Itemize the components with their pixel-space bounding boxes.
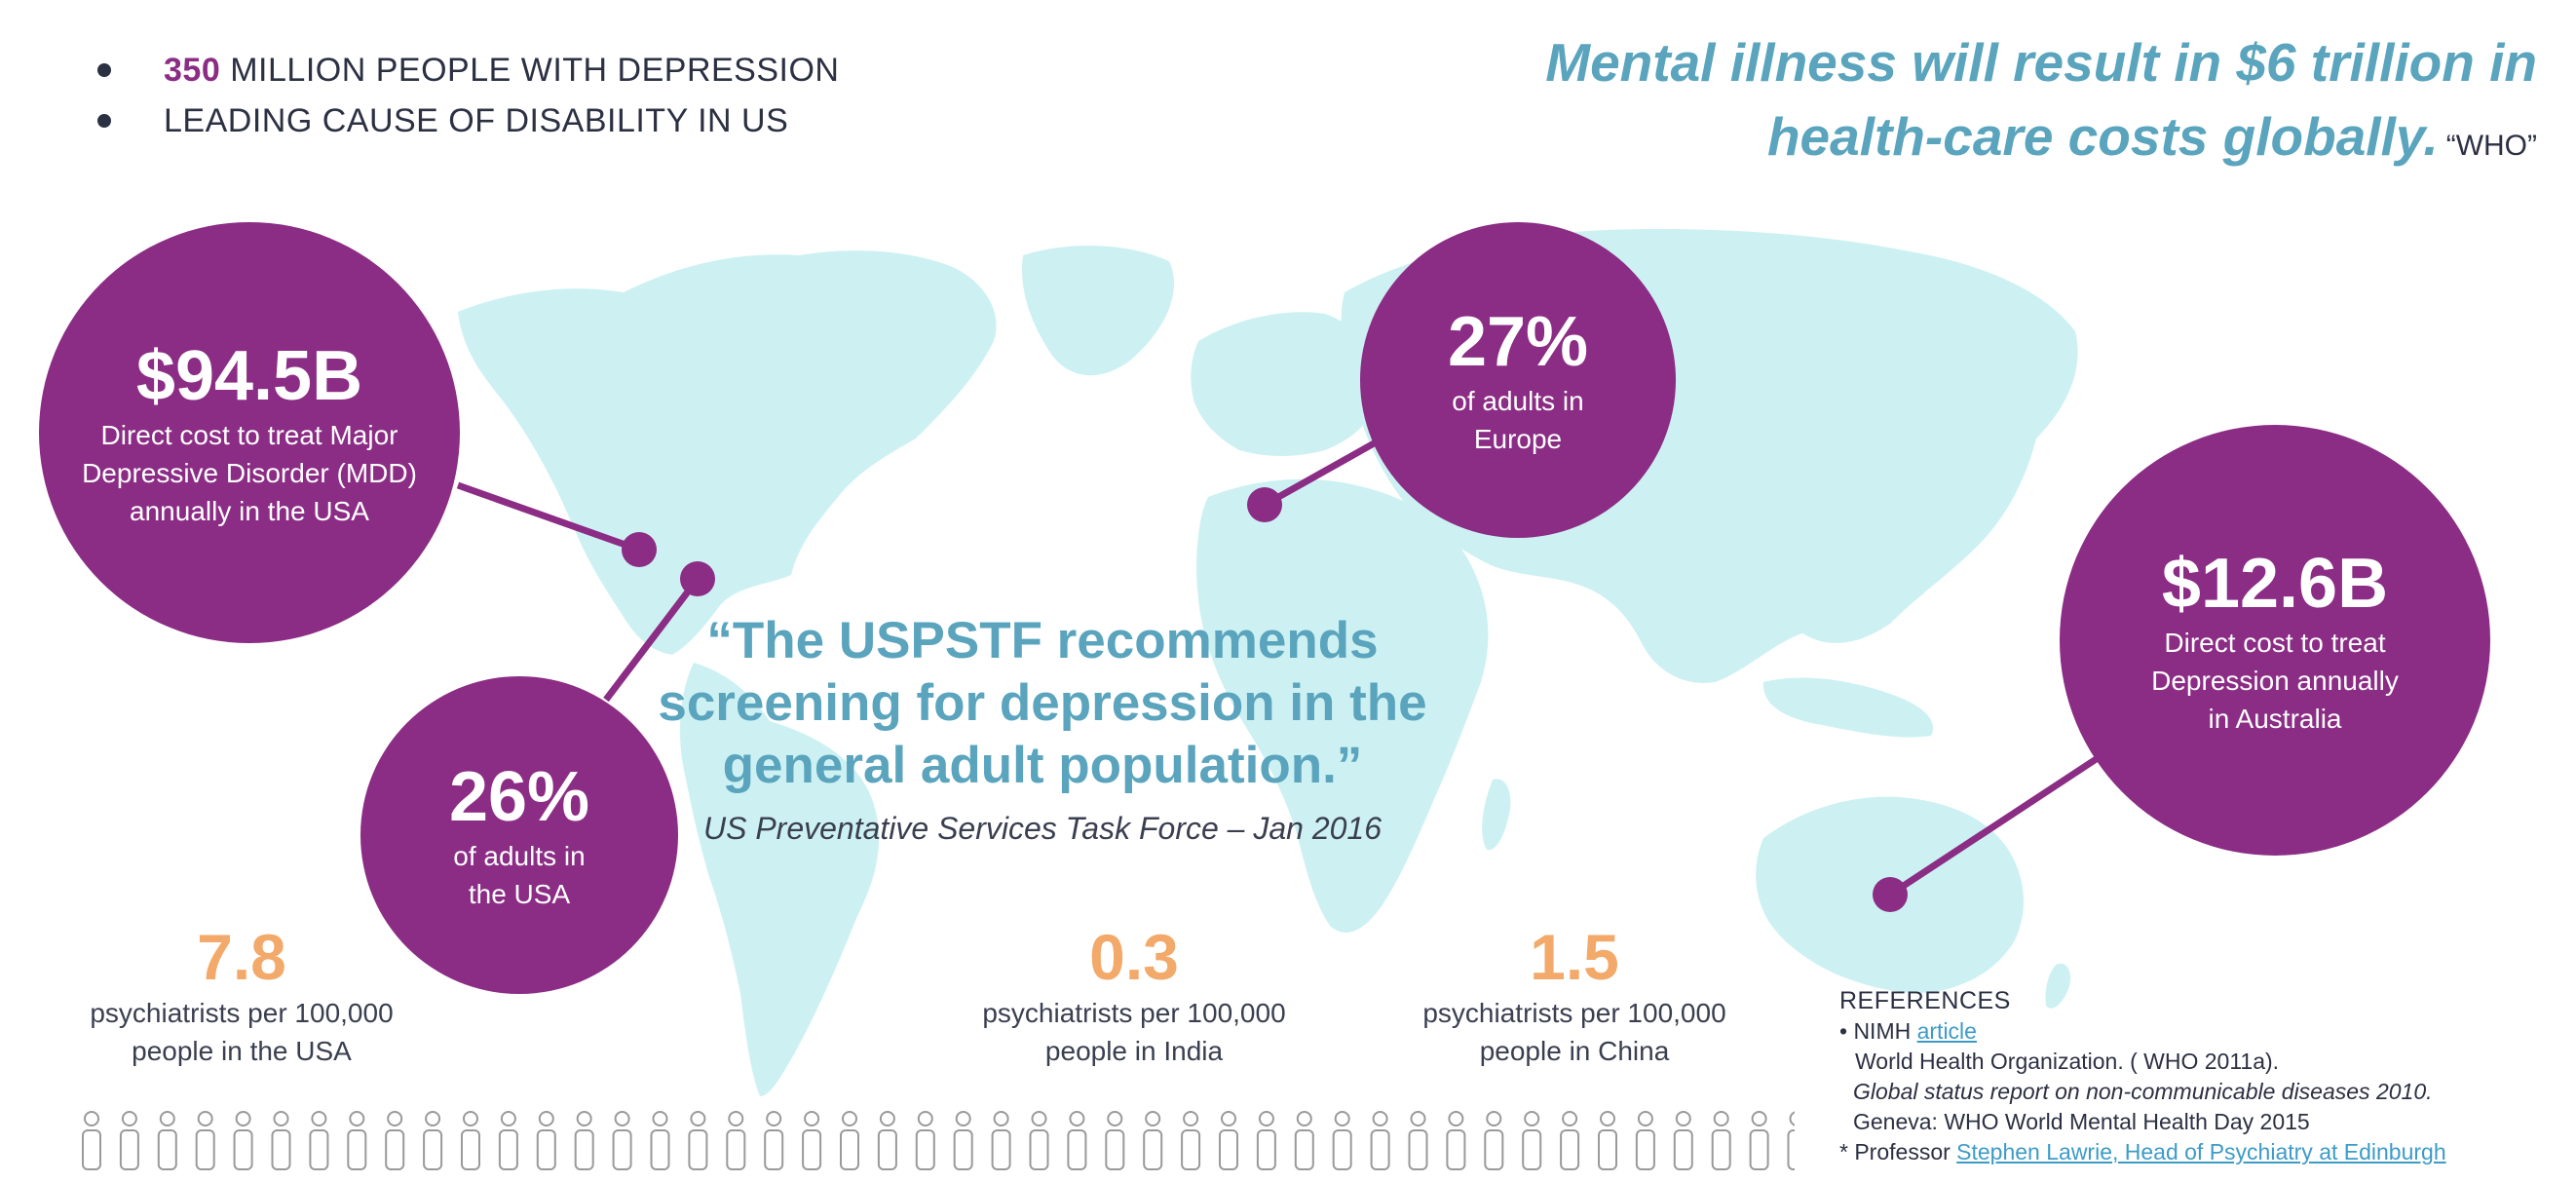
- person-icon: [271, 1111, 291, 1170]
- circle-value: 27%: [1447, 303, 1589, 381]
- circle-text: of adults in Europe: [1452, 386, 1584, 454]
- psychiatrist-stat-usa: 7.8 psychiatrists per 100,000 people in …: [47, 920, 436, 1070]
- connector-line: [456, 481, 641, 553]
- connector-line: [1888, 753, 2102, 897]
- bullet-icon: [97, 63, 111, 77]
- person-icon: [309, 1111, 329, 1170]
- reference-text: • NIMH: [1839, 1018, 1917, 1044]
- stat-value: 0.3: [1089, 921, 1179, 993]
- person-icon: [385, 1111, 405, 1170]
- person-icon: [1787, 1111, 1795, 1170]
- stat-circle-usa-cost: $94.5B Direct cost to treat Major Depres…: [39, 222, 460, 643]
- person-icon: [1560, 1111, 1580, 1170]
- person-icon: [1522, 1111, 1542, 1170]
- stat-value: 7.8: [197, 921, 286, 993]
- person-icon: [915, 1111, 935, 1170]
- person-icon: [1749, 1111, 1769, 1170]
- person-icon: [991, 1111, 1011, 1170]
- circle-text: Direct cost to treat Depression annually…: [2151, 627, 2399, 734]
- person-icon: [688, 1111, 708, 1170]
- bullet-list: 350 MILLION PEOPLE WITH DEPRESSION LEADI…: [97, 45, 839, 146]
- person-icon: [1029, 1111, 1049, 1170]
- person-icon: [1598, 1111, 1617, 1170]
- person-icon: [1446, 1111, 1466, 1170]
- person-icon: [1294, 1111, 1314, 1170]
- references: REFERENCES • NIMH article World Health O…: [1839, 986, 2446, 1167]
- person-icon: [1673, 1111, 1693, 1170]
- person-icon: [195, 1111, 215, 1170]
- person-icon: [423, 1111, 443, 1170]
- person-icon: [1181, 1111, 1201, 1170]
- person-icon: [802, 1111, 822, 1170]
- person-icon: [347, 1111, 367, 1170]
- stat-text: psychiatrists per 100,000 people in Chin…: [1422, 998, 1726, 1066]
- location-dot-australia: [1873, 877, 1908, 912]
- location-dot-us: [680, 561, 715, 596]
- person-icon: [1332, 1111, 1352, 1170]
- connector-line: [603, 576, 701, 703]
- person-icon: [233, 1111, 253, 1170]
- person-icon: [1635, 1111, 1655, 1170]
- who-quote-line: Mental illness will result in $6 trillio…: [1545, 32, 2537, 93]
- circle-text: of adults in the USA: [453, 841, 586, 909]
- person-icon: [1143, 1111, 1163, 1170]
- person-icon: [764, 1111, 784, 1170]
- person-icon: [1711, 1111, 1731, 1170]
- reference-text: * Professor: [1839, 1139, 1957, 1164]
- stat-text: psychiatrists per 100,000 people in Indi…: [982, 998, 1286, 1066]
- reference-text: Global status report on non-communicable…: [1853, 1079, 2433, 1104]
- people-icon-row: [82, 1111, 1795, 1170]
- stat-circle-europe-adults: 27% of adults in Europe: [1360, 222, 1676, 538]
- person-icon: [612, 1111, 632, 1170]
- person-icon: [1105, 1111, 1125, 1170]
- person-icon: [536, 1111, 556, 1170]
- psychiatrist-stat-china: 1.5 psychiatrists per 100,000 people in …: [1380, 920, 1769, 1070]
- reference-text: Geneva: WHO World Mental Health Day 2015: [1853, 1109, 2310, 1134]
- person-icon: [953, 1111, 973, 1170]
- stat-circle-australia-cost: $12.6B Direct cost to treat Depression a…: [2060, 425, 2490, 856]
- uspstf-quote: “The USPSTF recommends screening for dep…: [658, 612, 1427, 794]
- bullet-item: 350 MILLION PEOPLE WITH DEPRESSION: [97, 45, 839, 95]
- person-icon: [877, 1111, 897, 1170]
- person-icon: [840, 1111, 859, 1170]
- person-icon: [650, 1111, 670, 1170]
- circle-value: $12.6B: [2161, 544, 2389, 623]
- location-dot-europe: [1247, 487, 1282, 522]
- person-icon: [1067, 1111, 1087, 1170]
- person-icon: [726, 1111, 746, 1170]
- person-icon: [1256, 1111, 1276, 1170]
- references-title: REFERENCES: [1839, 987, 2011, 1014]
- person-icon: [1370, 1111, 1390, 1170]
- circle-value: $94.5B: [135, 336, 363, 415]
- person-icon: [498, 1111, 518, 1170]
- stat-value: 1.5: [1530, 921, 1619, 993]
- circle-value: 26%: [448, 758, 590, 836]
- stephen-lawrie-link[interactable]: Stephen Lawrie, Head of Psychiatry at Ed…: [1956, 1139, 2446, 1164]
- circle-text: Direct cost to treat Major Depressive Di…: [82, 419, 417, 526]
- person-icon: [574, 1111, 594, 1170]
- person-icon: [82, 1111, 101, 1170]
- bullet-item: LEADING CAUSE OF DISABILITY IN US: [97, 95, 839, 146]
- who-quote: Mental illness will result in $6 trillio…: [1545, 25, 2537, 183]
- nimh-article-link[interactable]: article: [1916, 1018, 1977, 1044]
- person-icon: [461, 1111, 480, 1170]
- bullet-text: MILLION PEOPLE WITH DEPRESSION: [230, 51, 840, 89]
- who-quote-line: health-care costs globally.: [1766, 106, 2439, 167]
- uspstf-quote-source: US Preventative Services Task Force – Ja…: [702, 811, 1383, 846]
- person-icon: [119, 1111, 139, 1170]
- stat-text: psychiatrists per 100,000 people in the …: [90, 998, 394, 1066]
- person-icon: [157, 1111, 177, 1170]
- bullet-icon: [97, 114, 111, 128]
- bullet-highlight: 350: [164, 51, 221, 89]
- bullet-text: LEADING CAUSE OF DISABILITY IN US: [164, 101, 789, 139]
- location-dot-us: [622, 532, 657, 567]
- person-icon: [1408, 1111, 1428, 1170]
- connector-line: [1263, 439, 1378, 509]
- psychiatrist-stat-india: 0.3 psychiatrists per 100,000 people in …: [939, 920, 1329, 1070]
- person-icon: [1484, 1111, 1504, 1170]
- who-quote-source: “WHO”: [2445, 130, 2537, 162]
- person-icon: [1219, 1111, 1238, 1170]
- reference-text: World Health Organization. ( WHO 2011a).: [1855, 1049, 2280, 1074]
- stat-circle-usa-adults: 26% of adults in the USA: [360, 676, 678, 994]
